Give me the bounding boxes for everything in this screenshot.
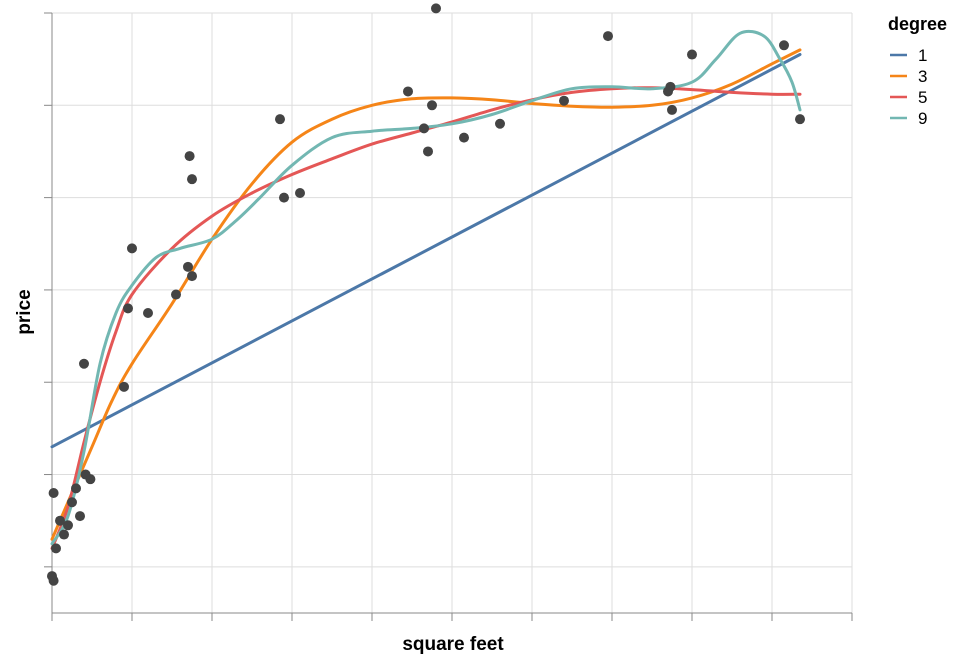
data-point [48, 575, 59, 586]
y-axis-title: price [14, 289, 35, 334]
data-point [63, 520, 73, 531]
data-point [85, 474, 96, 485]
data-point [423, 146, 433, 157]
data-point [187, 174, 197, 185]
series-line-degree-9 [50, 29, 802, 546]
data-point [59, 529, 69, 540]
legend-label-5: 5 [918, 88, 927, 107]
data-point [184, 151, 195, 162]
data-point [779, 40, 789, 51]
data-point [171, 289, 181, 300]
grid-y [52, 12, 852, 568]
data-point [55, 515, 65, 526]
data-point [687, 49, 697, 60]
x-axis-title: square feet [402, 634, 504, 655]
data-point [127, 243, 137, 254]
data-point [459, 132, 469, 143]
legend-label-9: 9 [918, 109, 927, 128]
points-layer [47, 3, 805, 586]
data-point [75, 511, 85, 522]
data-point [143, 308, 153, 318]
data-point [187, 271, 197, 282]
axes [44, 12, 853, 621]
legend-label-1: 1 [918, 46, 927, 65]
legend-title: degree [888, 14, 947, 34]
series-layer [50, 29, 802, 550]
data-point [665, 81, 676, 92]
legend-label-3: 3 [918, 67, 927, 86]
data-point [275, 114, 285, 125]
legend: degree 1 3 5 9 [888, 14, 947, 128]
data-point [48, 488, 59, 498]
data-point [123, 303, 133, 314]
data-point [419, 123, 429, 134]
data-point [279, 192, 289, 203]
data-point [51, 543, 61, 554]
series-line-degree-1 [50, 53, 802, 449]
data-point [795, 114, 805, 125]
data-point [667, 104, 677, 115]
data-point [495, 118, 505, 129]
data-point [71, 483, 81, 494]
grid-x [131, 13, 853, 613]
data-point [559, 95, 569, 106]
data-point [79, 358, 89, 369]
data-point [119, 381, 129, 392]
data-point [603, 31, 613, 42]
data-point [183, 261, 193, 272]
series-line-degree-3 [50, 48, 802, 541]
data-point [427, 100, 437, 111]
data-point [403, 86, 413, 97]
data-point [295, 188, 305, 198]
data-point [431, 3, 441, 14]
data-point [67, 497, 77, 508]
